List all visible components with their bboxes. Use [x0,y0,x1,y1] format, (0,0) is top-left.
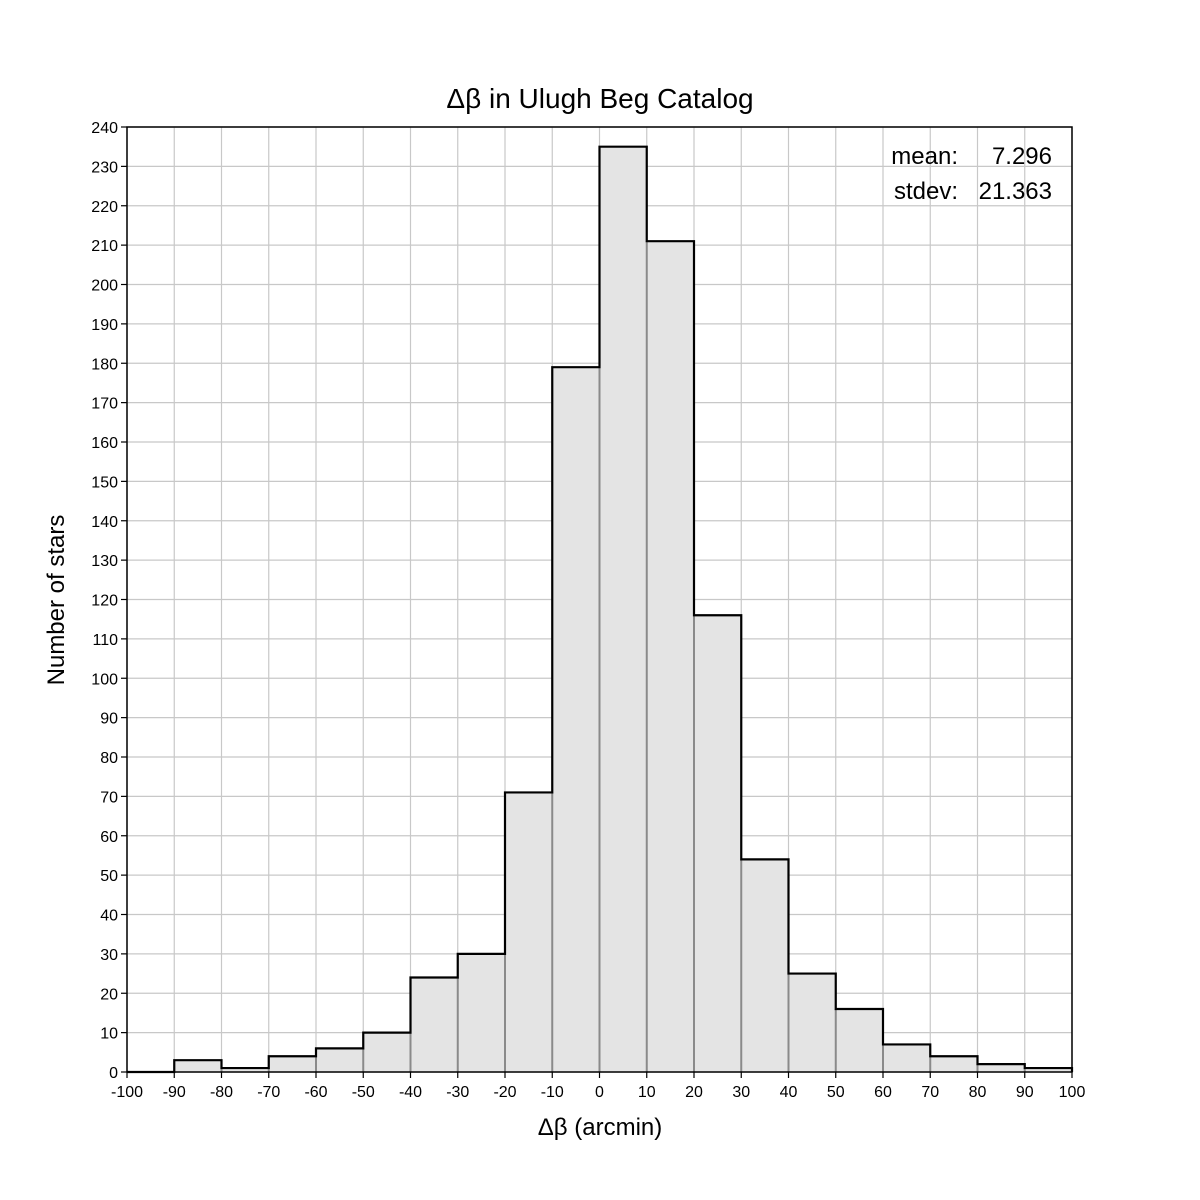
stdev-label: stdev: [894,178,958,205]
x-tick-label: -50 [352,1084,375,1101]
y-tick-label: 120 [91,593,118,610]
histogram-bar [174,1060,222,1072]
histogram-bar [694,615,742,1072]
x-tick-label: -70 [257,1084,280,1101]
x-tick-label: 100 [1059,1084,1086,1101]
stats-box: mean: 7.296 stdev: 21.363 [891,143,1052,205]
y-tick-label: 100 [91,671,118,688]
y-axis-label: Number of stars [43,515,70,686]
y-tick-label: 210 [91,238,118,255]
x-tick-label: -60 [304,1084,327,1101]
x-tick-label: 20 [685,1084,703,1101]
mean-label: mean: [891,143,958,170]
y-tick-label: 60 [100,829,118,846]
x-tick-label: 10 [638,1084,656,1101]
histogram-bar [930,1056,978,1072]
x-tick-label: 0 [595,1084,604,1101]
x-tick-label: -40 [399,1084,422,1101]
histogram-bar [410,977,458,1072]
y-tick-label: 20 [100,986,118,1003]
y-tick-label: 80 [100,750,118,767]
y-tick-label: 90 [100,711,118,728]
histogram-bar [646,241,694,1072]
y-tick-label: 160 [91,435,118,452]
x-tick-label: 50 [827,1084,845,1101]
y-tick-label: 10 [100,1026,118,1043]
y-tick-label: 150 [91,474,118,491]
y-tick-label: 50 [100,868,118,885]
x-tick-label: 90 [1016,1084,1034,1101]
y-tick-label: 130 [91,553,118,570]
y-tick-label: 170 [91,396,118,413]
mean-value: 7.296 [992,143,1052,170]
x-tick-label: -30 [446,1084,469,1101]
x-tick-label: -100 [111,1084,143,1101]
x-tick-label: 30 [732,1084,750,1101]
histogram-bar [363,1032,411,1072]
histogram-bar [316,1048,364,1072]
histogram-bar [268,1056,316,1072]
histogram-bar [883,1044,931,1072]
tick-layer: -100 -90 -80 -70 -60 -50 -40 -30 -20 -10 0 10 20 30 40… [91,120,1085,1101]
x-tick-label: -20 [493,1084,516,1101]
histogram-bar [835,1009,883,1072]
y-tick-label: 110 [92,632,118,649]
histogram-bar [457,953,505,1072]
bar-layer [174,146,1072,1072]
histogram-bar [1024,1068,1072,1072]
y-tick-label: 200 [91,278,118,295]
y-tick-label: 240 [91,120,118,137]
y-tick-label: 30 [100,947,118,964]
y-tick-label: 0 [109,1065,118,1082]
y-tick-label: 140 [91,514,118,531]
x-tick-label: -90 [163,1084,186,1101]
histogram-bar [741,859,789,1072]
y-tick-label: 70 [100,789,118,806]
histogram-bar [977,1064,1025,1072]
histogram-bar [788,973,836,1072]
x-tick-label: -10 [541,1084,564,1101]
y-tick-label: 220 [91,199,118,216]
x-tick-label: -80 [210,1084,233,1101]
histogram-bar [221,1068,269,1072]
x-tick-label: 80 [969,1084,987,1101]
x-axis-label: Δβ (arcmin) [538,1114,663,1141]
x-tick-label: 40 [780,1084,798,1101]
histogram-bar [599,146,647,1072]
y-tick-label: 190 [91,317,118,334]
stdev-value: 21.363 [979,178,1052,205]
chart-title: Δβ in Ulugh Beg Catalog [446,83,753,114]
histogram-bar [505,792,553,1072]
histogram-outline [127,145,1074,1074]
x-tick-label: 70 [921,1084,939,1101]
y-tick-label: 230 [91,159,118,176]
y-tick-label: 180 [91,356,118,373]
histogram-bar [552,367,600,1072]
y-tick-label: 40 [100,908,118,925]
x-tick-label: 60 [874,1084,892,1101]
